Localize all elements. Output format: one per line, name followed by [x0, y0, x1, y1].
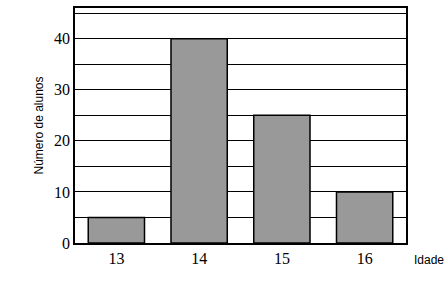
svg-text:Número de alunos: Número de alunos [32, 76, 46, 174]
svg-text:14: 14 [191, 250, 207, 267]
svg-text:40: 40 [54, 30, 70, 47]
svg-text:13: 13 [108, 250, 124, 267]
svg-text:20: 20 [54, 132, 70, 149]
svg-text:15: 15 [274, 250, 290, 267]
svg-text:30: 30 [54, 81, 70, 98]
svg-text:0: 0 [62, 235, 70, 252]
svg-text:16: 16 [357, 250, 373, 267]
svg-text:Idade: Idade [414, 253, 444, 267]
svg-text:10: 10 [54, 184, 70, 201]
